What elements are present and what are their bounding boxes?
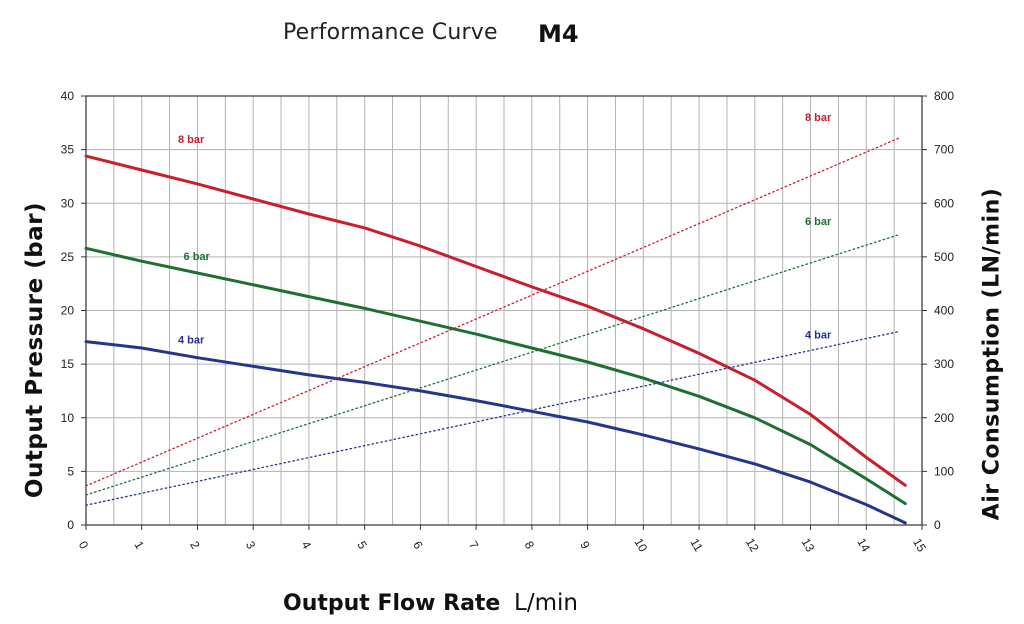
- x-tick-label: 12: [743, 536, 762, 555]
- series-annotation-6bar: 6 bar: [805, 216, 832, 228]
- series-annotation-8bar: 8 bar: [805, 112, 832, 124]
- x-tick-label: 15: [910, 536, 929, 555]
- y-tick-label: 40: [61, 89, 75, 103]
- x-axis-unit: L/min: [514, 590, 578, 616]
- chart-model-label: M4: [538, 20, 579, 48]
- chart-title: Performance Curve: [283, 20, 498, 45]
- y-axis-left-label: Output Pressure (bar): [22, 201, 48, 499]
- series-line-4bar-pressure: [84, 340, 907, 525]
- y2-tick-label: 200: [934, 411, 954, 425]
- y2-tick-label: 100: [934, 464, 954, 478]
- series-line-4bar-air-consumption: [85, 330, 901, 506]
- series-annotation-6bar: 6 bar: [184, 251, 211, 263]
- y-tick-label: 30: [61, 196, 75, 210]
- series-annotation-4bar: 4 bar: [805, 330, 832, 342]
- x-tick-label: 6: [410, 539, 426, 552]
- x-tick-label: 8: [522, 539, 538, 552]
- y-tick-label: 0: [67, 518, 74, 532]
- y-tick-label: 25: [61, 250, 75, 264]
- series-line-6bar-air-consumption: [85, 233, 901, 496]
- x-tick-label: 7: [466, 539, 482, 552]
- x-tick-label: 10: [631, 536, 650, 555]
- y2-tick-label: 500: [934, 250, 954, 264]
- y2-tick-label: 700: [934, 143, 954, 157]
- y-tick-label: 35: [61, 143, 75, 157]
- y2-tick-label: 800: [934, 89, 954, 103]
- y2-tick-label: 600: [934, 196, 954, 210]
- x-tick-label: 2: [187, 539, 203, 552]
- y-tick-label: 5: [67, 464, 74, 478]
- x-tick-label: 14: [854, 536, 873, 555]
- x-tick-label: 9: [577, 539, 593, 552]
- x-tick-label: 0: [76, 539, 92, 552]
- x-axis-label: Output Flow Rate: [283, 591, 501, 616]
- series-annotation-4bar: 4 bar: [178, 334, 205, 346]
- x-tick-label: 3: [243, 539, 259, 552]
- x-tick-label: 4: [299, 539, 315, 552]
- y-tick-label: 15: [61, 357, 75, 371]
- x-tick-label: 13: [799, 536, 818, 555]
- y2-tick-label: 400: [934, 304, 954, 318]
- x-tick-label: 5: [354, 539, 370, 552]
- y2-tick-label: 0: [934, 518, 941, 532]
- series-line-8bar-air-consumption: [85, 137, 901, 487]
- series-line-6bar-pressure: [84, 246, 907, 506]
- x-tick-label: 11: [687, 536, 706, 554]
- y-tick-label: 10: [61, 411, 75, 425]
- x-tick-label: 1: [131, 539, 147, 552]
- series-line-8bar-pressure: [84, 154, 907, 487]
- y2-tick-label: 300: [934, 357, 954, 371]
- series-annotation-8bar: 8 bar: [178, 134, 205, 146]
- y-tick-label: 20: [61, 304, 75, 318]
- y-axis-right-label: Air Consumption (LN/min): [979, 187, 1005, 521]
